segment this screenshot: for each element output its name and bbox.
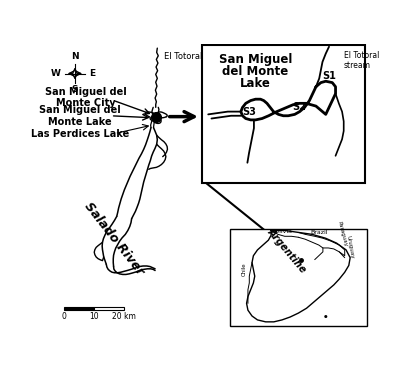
Text: Paraguay: Paraguay — [336, 221, 348, 247]
Text: Brazil: Brazil — [310, 230, 328, 235]
Text: S3: S3 — [242, 107, 256, 117]
Text: San Miguel del
Monte City: San Miguel del Monte City — [45, 87, 127, 108]
Text: ●: ● — [324, 315, 328, 319]
Text: W: W — [51, 69, 61, 78]
Text: San Miguel del
Monte Lake: San Miguel del Monte Lake — [39, 105, 121, 127]
Text: 20 km: 20 km — [112, 312, 136, 321]
Bar — [64, 307, 94, 310]
Text: El Totoral
stream: El Totoral stream — [344, 51, 379, 70]
Text: S1: S1 — [322, 71, 336, 81]
Text: 0: 0 — [61, 312, 66, 321]
Text: del Monte: del Monte — [222, 65, 289, 78]
Text: Las Perdices Lake: Las Perdices Lake — [31, 128, 129, 139]
Text: El Totoral stream: El Totoral stream — [164, 52, 234, 61]
Text: Argentine: Argentine — [266, 226, 309, 274]
Text: S2: S2 — [293, 102, 307, 112]
Text: Chile: Chile — [241, 262, 246, 276]
Text: Bolivia: Bolivia — [272, 229, 292, 234]
Bar — [94, 307, 124, 310]
Text: E: E — [89, 69, 95, 78]
Text: Uruguay: Uruguay — [346, 235, 355, 259]
Text: San Miguel: San Miguel — [219, 53, 292, 66]
Text: N: N — [71, 52, 79, 61]
Text: Lake: Lake — [240, 78, 271, 90]
Text: Salado River: Salado River — [82, 199, 147, 277]
Text: 10: 10 — [89, 312, 99, 321]
Bar — [202, 45, 365, 183]
Text: S: S — [72, 85, 78, 94]
Bar — [230, 228, 366, 326]
